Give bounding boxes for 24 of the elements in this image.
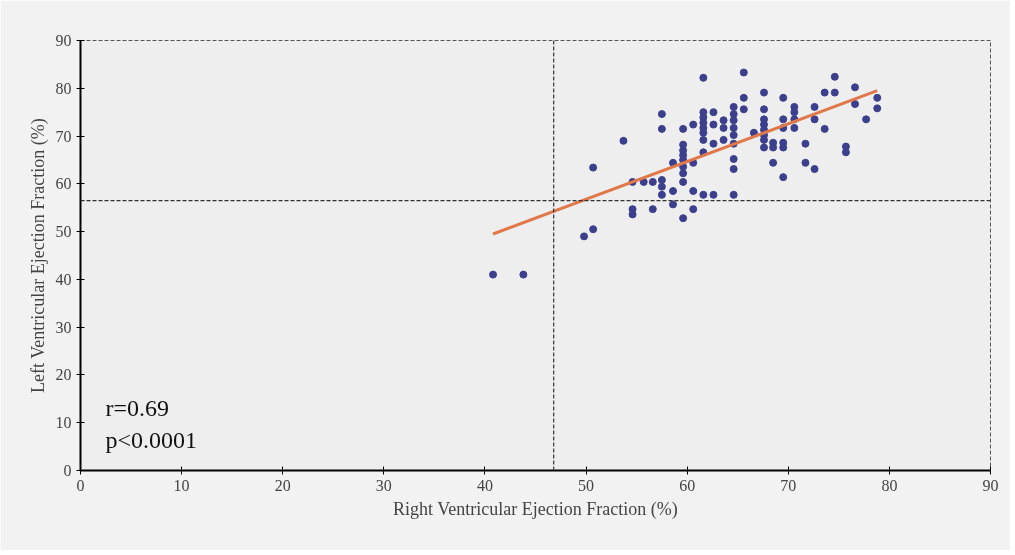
x-tick-label: 50 <box>578 476 595 494</box>
y-tick-label: 40 <box>55 270 72 288</box>
x-tick-label: 60 <box>679 476 696 494</box>
y-tick-label: 80 <box>55 79 72 97</box>
y-tick-label: 90 <box>55 32 72 49</box>
x-tick-label: 30 <box>375 476 392 494</box>
y-tick-label: 50 <box>55 223 72 241</box>
annotation: p<0.0001 <box>105 426 198 453</box>
x-tick-label: 20 <box>274 476 291 494</box>
y-axis-title: Left Ventricular Ejection Fraction (%) <box>27 118 49 393</box>
y-tick-label: 20 <box>55 366 72 384</box>
x-tick-label: 40 <box>476 476 493 494</box>
y-tick-label: 30 <box>55 318 72 336</box>
y-tick-label: 0 <box>63 462 72 479</box>
annotation: r=0.69 <box>105 394 170 421</box>
x-tick-label: 10 <box>173 476 190 494</box>
y-tick-label: 70 <box>55 127 72 145</box>
x-tick-label: 70 <box>780 476 797 494</box>
x-tick-label: 90 <box>982 476 999 494</box>
y-tick-label: 60 <box>55 175 72 193</box>
x-tick-label: 0 <box>76 476 85 494</box>
y-tick-label: 10 <box>55 414 72 432</box>
x-axis-title: Right Ventricular Ejection Fraction (%) <box>393 498 678 520</box>
x-tick-label: 80 <box>881 476 898 494</box>
